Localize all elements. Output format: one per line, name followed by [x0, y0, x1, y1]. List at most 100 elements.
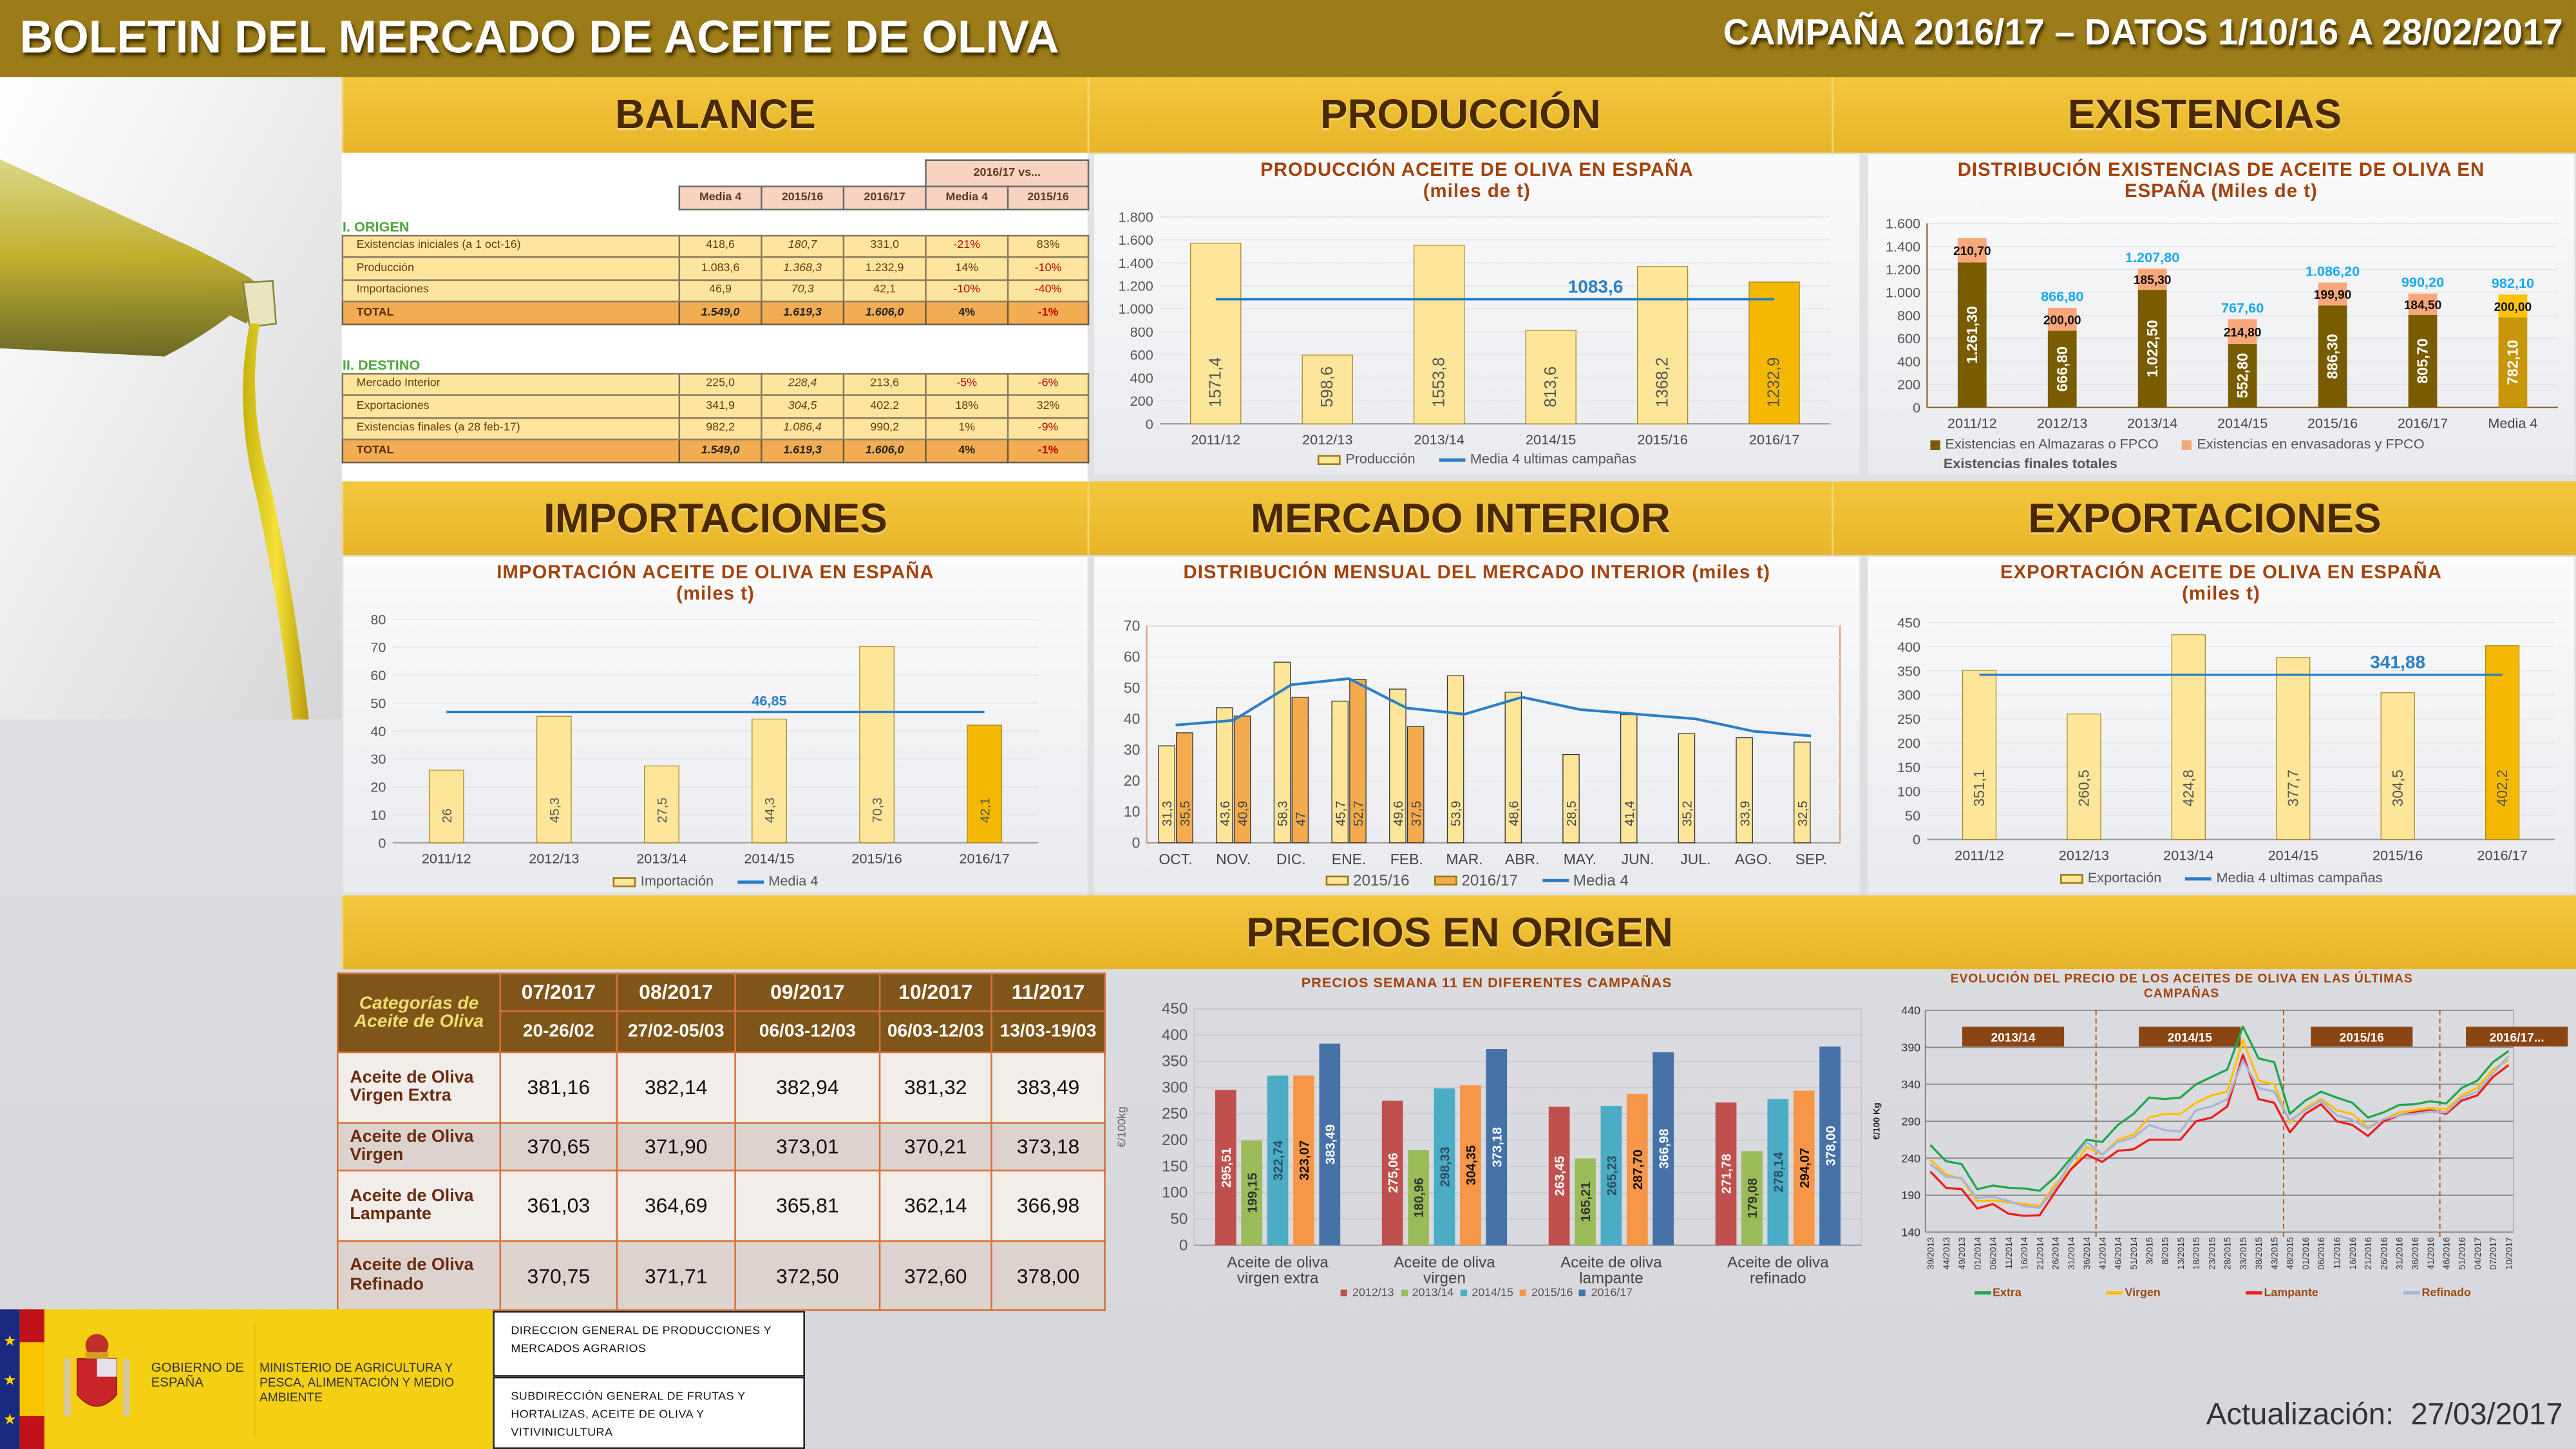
bar-value-label: 45,7 [1334, 800, 1348, 826]
produccion-chart-svg: 0 200 400 600 800 1.000 1.200 1.400 1.600 1.800 20… [1119, 209, 1830, 448]
bar-value-label: 35,5 [1179, 800, 1193, 826]
bar [1575, 1158, 1596, 1245]
legend-item: Existencias en Almazaras o FPCO [1930, 435, 2159, 452]
chart-title: PRODUCCIÓN ACEITE DE OLIVA EN ESPAÑA [1260, 160, 1694, 181]
bar-value-label: 180,96 [1412, 1178, 1426, 1218]
prices-header-row: Categorías de Aceite de Oliva 07/2017 08/2… [336, 972, 1106, 1054]
x-tick-label: 11/2014 [2003, 1237, 2014, 1269]
y-tick-label: 30 [1124, 741, 1141, 758]
bar [1767, 1099, 1789, 1245]
table-cell: 1% [925, 416, 1009, 440]
media-line-label: 46,85 [752, 692, 786, 708]
x-tick-label: 2016/17 [2477, 847, 2527, 863]
period-header: 27/02-05/03 [616, 1010, 736, 1054]
x-tick-label: 2011/12 [1955, 847, 2004, 863]
bar-value-label: 45,3 [548, 797, 562, 823]
bar [967, 724, 1003, 844]
x-tick-label: 01/2016 [2300, 1237, 2311, 1270]
x-tick-line: 2015/16 [851, 851, 902, 867]
media-line-label: 1083,6 [1568, 276, 1624, 296]
x-tick-label: DIC. [1276, 851, 1306, 867]
section-row: I. ORIGEN [343, 209, 1088, 235]
y-tick-label: 20 [1124, 772, 1141, 789]
bar [1291, 696, 1309, 844]
mercado-interior-chart-svg: 0 10 20 30 40 50 60 70 OCT. NOV. DIC. ENE. FEB. MAR. A… [1124, 618, 1841, 867]
price-cell: 372,60 [878, 1240, 992, 1311]
x-tick-label: 38/2015 [2253, 1237, 2264, 1270]
legend-swatch [2403, 1291, 2420, 1295]
x-tick-label: 2012/13 [1302, 431, 1352, 448]
total-label: 1.086,20 [2306, 263, 2360, 279]
x-tick-label: 04/2017 [2472, 1237, 2483, 1270]
bar [2047, 307, 2077, 331]
bar-value-label: 48,6 [1507, 800, 1521, 826]
x-tick-line: virgen extra [1237, 1269, 1319, 1287]
x-tick-line: 2015/16 [1637, 431, 1687, 448]
y-tick-label: 1.400 [1119, 255, 1153, 271]
bar-value-label: 165,21 [1579, 1182, 1593, 1222]
bar [2228, 319, 2257, 344]
y-tick-label: 40 [370, 723, 386, 739]
row-label: TOTAL [341, 300, 681, 325]
table-row: Producción 1.083,6 1.368,3 1.232,9 14% -10% [341, 256, 1090, 280]
x-tick-line: virgen [1423, 1269, 1466, 1287]
bar [1620, 714, 1638, 844]
table-cell: 4% [925, 300, 1009, 325]
x-tick-line: AGO. [1735, 851, 1772, 867]
row-label: Existencias iniciales (a 1 oct-16) [341, 234, 681, 258]
bar-value-label: 782,10 [2505, 340, 2521, 385]
week-header: 08/2017 [616, 972, 736, 1012]
x-tick-label: MAY. [1564, 851, 1596, 867]
x-tick-label: 2015/16 [2307, 415, 2358, 431]
legend-label: Media 4 [768, 872, 819, 889]
x-tick-label: 8/2015 [2160, 1237, 2170, 1265]
x-tick-line: MAR. [1446, 851, 1482, 867]
period-header: 20-26/02 [499, 1010, 618, 1054]
x-tick-label: ENE. [1332, 851, 1367, 867]
x-tick-line: ENE. [1332, 851, 1367, 867]
legend-item: Media 4 ultimas campañas [2185, 869, 2382, 886]
table-cell: -10% [1007, 256, 1090, 280]
bar [2498, 317, 2528, 408]
x-tick-label: 26/2016 [2378, 1237, 2389, 1270]
price-cell: 361,03 [499, 1170, 618, 1242]
bar [2276, 657, 2311, 840]
bar-value-label: 886,30 [2324, 334, 2341, 379]
bar [1741, 1151, 1763, 1245]
y-tick-label: 150 [1897, 759, 1920, 775]
price-cell: 378,00 [990, 1240, 1106, 1311]
legend-swatch [1400, 1289, 1408, 1297]
x-tick-line: 2016/17 [2398, 415, 2448, 431]
logo-gobierno-text: GOBIERNO DE ESPAÑA [151, 1360, 244, 1390]
legend-label: Importación [640, 872, 714, 889]
bar [1748, 281, 1800, 424]
campaign-box [2139, 1027, 2241, 1046]
y-tick-label: 390 [1901, 1041, 1920, 1054]
bar-value-label: 263,45 [1553, 1156, 1567, 1196]
legend-item: Media 4 [737, 872, 819, 889]
x-tick-line: 2012/13 [2059, 847, 2109, 863]
table-cell: 304,5 [761, 394, 845, 419]
campaign-label: 2015/16 [2340, 1031, 2384, 1045]
table-cell: 990,2 [842, 416, 927, 440]
legend-item: Media 4 ultimas campañas [1439, 450, 1636, 467]
svg-text:★: ★ [3, 1371, 17, 1388]
svg-text:★: ★ [3, 1411, 17, 1428]
bar [2171, 634, 2206, 840]
total-label: 982,10 [2492, 275, 2534, 291]
bar-value-label: 271,78 [1720, 1154, 1734, 1194]
table-row: Exportaciones 341,9 304,5 402,2 18% 32% [341, 394, 1090, 419]
x-tick-label: 26/2014 [2050, 1237, 2061, 1270]
update-label: Actualización: [2206, 1396, 2394, 1431]
bar-value-label: 26 [440, 808, 455, 823]
x-tick-label: 2015/16 [851, 851, 902, 867]
legend-label: 2012/13 [1352, 1287, 1394, 1300]
bar [1957, 238, 1987, 263]
campaign-subtitle: CAMPAÑA 2016/17 – DATOS 1/10/16 A 28/02/… [1723, 11, 2563, 53]
chart-title: EVOLUCIÓN DEL PRECIO DE LOS ACEITES DE O… [1950, 971, 2413, 1001]
row-label: Producción [341, 256, 681, 280]
legend-swatch [1341, 1289, 1348, 1297]
total-row: TOTAL 1.549,0 1.619,3 1.606,0 4% -1% [341, 439, 1090, 463]
y-tick-label: 0 [378, 835, 386, 851]
bar [752, 718, 787, 844]
